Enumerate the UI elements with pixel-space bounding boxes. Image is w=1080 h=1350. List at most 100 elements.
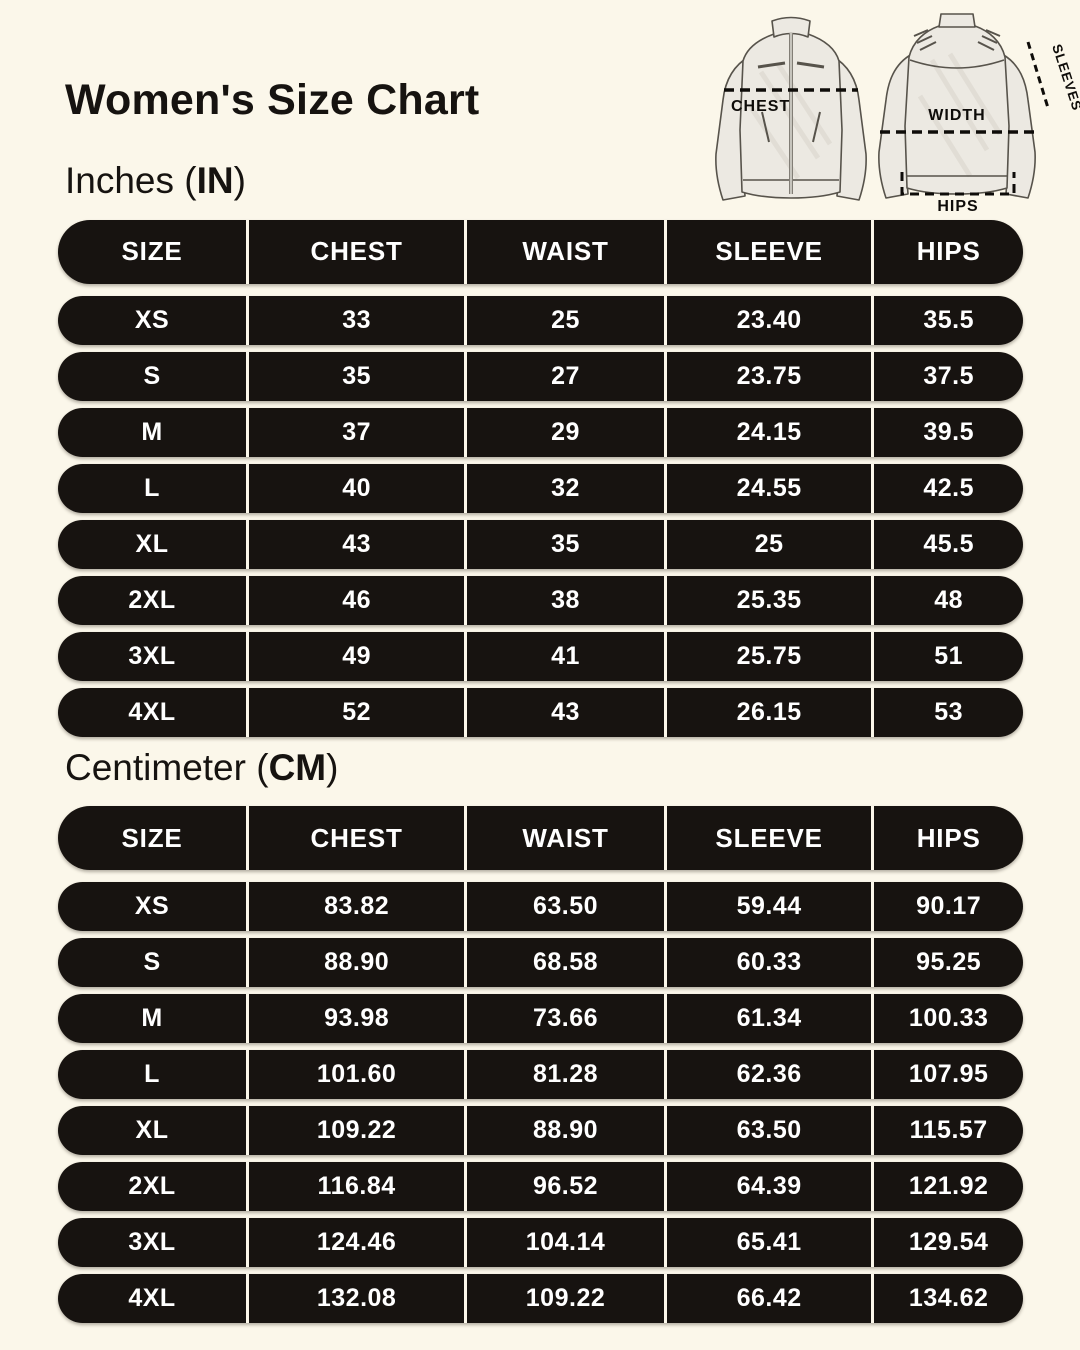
page-title: Women's Size Chart	[65, 76, 480, 124]
table-row-m: M 93.98 73.66 61.34 100.33	[58, 994, 1023, 1044]
table-row-4xl: 4XL 132.08 109.22 66.42 134.62	[58, 1274, 1023, 1324]
table-cell: 64.39	[667, 1162, 875, 1212]
jacket-front-illustration	[715, 16, 867, 201]
column-header-size: SIZE	[58, 219, 250, 284]
column-header-hips: HIPS	[916, 236, 981, 267]
table-cell: 27	[467, 351, 667, 401]
hips-label: HIPS	[937, 198, 978, 215]
table-cell: 23.75	[667, 351, 875, 401]
table-cell: 88.90	[467, 1106, 667, 1156]
table-cell: 48	[934, 585, 964, 614]
column-header-chest: CHEST	[249, 806, 468, 871]
table-cell: 81.28	[467, 1050, 667, 1100]
table-cell: 104.14	[467, 1218, 667, 1268]
table-cell: 63.50	[667, 1106, 875, 1156]
table-cell: XL	[58, 1106, 250, 1156]
table-cell: 25.75	[667, 631, 875, 681]
table-cell: 41	[467, 631, 667, 681]
table-row-3xl: 3XL 124.46 104.14 65.41 129.54	[58, 1218, 1023, 1268]
table-row-2xl: 2XL 46 38 25.35 48	[58, 575, 1023, 625]
table-header-row: SIZE CHEST WAIST SLEEVE HIPS	[58, 806, 1023, 871]
table-row-l: L 101.60 81.28 62.36 107.95	[58, 1050, 1023, 1100]
table-cell: 2XL	[58, 1162, 250, 1212]
table-cell: 62.36	[667, 1050, 875, 1100]
table-cell: 52	[249, 687, 468, 737]
sleeves-measure-line	[1026, 41, 1050, 109]
table-cell: 32	[467, 463, 667, 513]
table-row-xl: XL 43 35 25 45.5	[58, 519, 1023, 569]
table-cell: 134.62	[908, 1284, 989, 1313]
centimeter-heading-unit: CM	[268, 746, 327, 788]
column-header-hips: HIPS	[916, 822, 981, 853]
table-row-3xl: 3XL 49 41 25.75 51	[58, 631, 1023, 681]
table-cell: 115.57	[909, 1116, 988, 1145]
column-header-waist: WAIST	[467, 806, 667, 871]
column-header-sleeve: SLEEVE	[667, 219, 875, 284]
inches-heading-prefix: Inches (	[65, 160, 197, 202]
table-cell: 4XL	[58, 1274, 250, 1324]
table-cell: 68.58	[467, 938, 667, 988]
table-cell: XS	[58, 882, 250, 932]
table-row-m: M 37 29 24.15 39.5	[58, 407, 1023, 457]
table-cell: 25.35	[667, 575, 875, 625]
table-cell: 25	[667, 519, 875, 569]
table-row-s: S 88.90 68.58 60.33 95.25	[58, 938, 1023, 988]
table-cell: 49	[249, 631, 468, 681]
table-cell: 25	[467, 295, 667, 345]
table-cell: 24.15	[667, 407, 875, 457]
table-cell: 43	[467, 687, 667, 737]
table-row-2xl: 2XL 116.84 96.52 64.39 121.92	[58, 1162, 1023, 1212]
table-cell: 33	[249, 295, 468, 345]
column-header-sleeve: SLEEVE	[667, 806, 875, 871]
table-cell: 100.33	[908, 1004, 989, 1033]
table-cell: 129.54	[908, 1228, 989, 1257]
table-cell: 2XL	[58, 575, 250, 625]
inches-heading-unit: IN	[196, 160, 234, 202]
jacket-measurement-diagram: CHEST WIDTH SLEEVES HIPS	[700, 4, 1080, 215]
table-cell: S	[58, 938, 250, 988]
table-cell: 101.60	[249, 1050, 468, 1100]
inches-heading: Inches (IN)	[65, 159, 1080, 203]
column-header-size: SIZE	[58, 806, 250, 871]
table-cell: 60.33	[667, 938, 875, 988]
table-cell: 39.5	[923, 417, 974, 446]
table-cell: M	[58, 407, 250, 457]
table-cell: XL	[58, 519, 250, 569]
table-cell: 51	[934, 641, 964, 670]
table-row-xs: XS 83.82 63.50 59.44 90.17	[58, 882, 1023, 932]
table-cell: 43	[249, 519, 468, 569]
table-cell: 96.52	[467, 1162, 667, 1212]
table-cell: L	[58, 1050, 250, 1100]
table-cell: 37	[249, 407, 468, 457]
table-cell: 90.17	[916, 892, 982, 921]
column-header-waist: WAIST	[467, 219, 667, 284]
table-cell: M	[58, 994, 250, 1044]
table-cell: 53	[934, 697, 964, 726]
table-cell: 109.22	[467, 1274, 667, 1324]
table-cell: 61.34	[667, 994, 875, 1044]
table-cell: 24.55	[667, 463, 875, 513]
table-cell: 35	[467, 519, 667, 569]
table-cell: 95.25	[916, 948, 982, 977]
jacket-diagram-svg: CHEST WIDTH SLEEVES HIPS	[715, 13, 1080, 215]
table-row-s: S 35 27 23.75 37.5	[58, 351, 1023, 401]
table-cell: 26.15	[667, 687, 875, 737]
table-row-xl: XL 109.22 88.90 63.50 115.57	[58, 1106, 1023, 1156]
chest-label: CHEST	[731, 98, 790, 115]
table-cell: 3XL	[58, 631, 250, 681]
jacket-back-illustration	[878, 13, 1036, 199]
table-cell: 73.66	[467, 994, 667, 1044]
table-cell: 83.82	[249, 882, 468, 932]
table-cell: 59.44	[667, 882, 875, 932]
centimeter-heading: Centimeter (CM)	[65, 746, 1080, 790]
table-cell: 63.50	[467, 882, 667, 932]
table-cell: 3XL	[58, 1218, 250, 1268]
size-table-inches: SIZE CHEST WAIST SLEEVE HIPS XS 33 25 23.40 35.5 S…	[58, 219, 1023, 737]
column-header-chest: CHEST	[249, 219, 468, 284]
table-cell: 42.5	[923, 473, 974, 502]
table-cell: 109.22	[249, 1106, 468, 1156]
table-cell: 45.5	[923, 529, 974, 558]
table-cell: 121.92	[908, 1172, 989, 1201]
table-cell: 65.41	[667, 1218, 875, 1268]
inches-heading-suffix: )	[233, 160, 246, 202]
